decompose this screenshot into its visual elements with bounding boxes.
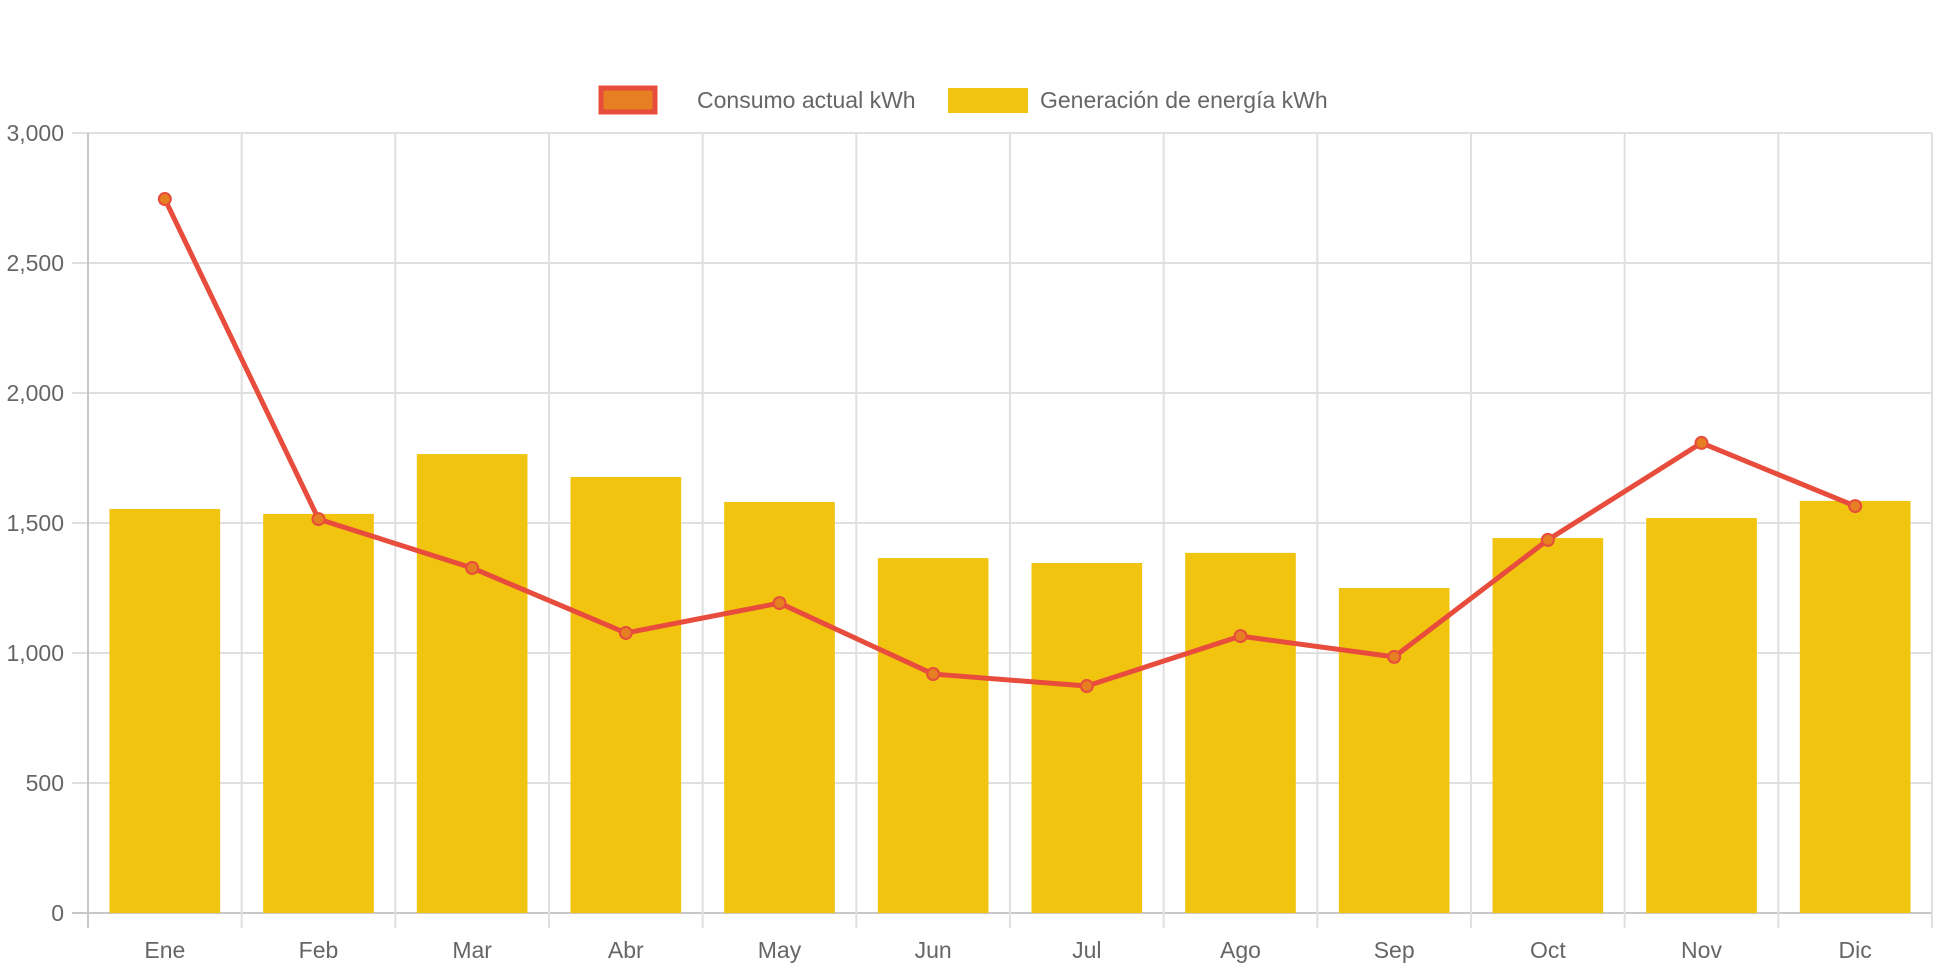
bar	[1799, 500, 1911, 913]
legend-label-generacion: Generación de energía kWh	[1040, 87, 1328, 113]
y-tick-label: 1,500	[6, 510, 64, 536]
bar	[263, 513, 374, 913]
x-tick-label: Jun	[915, 937, 952, 963]
line-point	[465, 560, 480, 575]
bar	[877, 558, 989, 913]
x-tick-label: Oct	[1530, 937, 1566, 963]
legend-item-consumo[interactable]: Consumo actual kWh	[598, 85, 916, 115]
line-point	[618, 625, 633, 640]
line-point	[1387, 649, 1402, 664]
legend: Consumo actual kWh Generación de energía…	[598, 85, 1328, 115]
bar-series-generacion	[109, 454, 1911, 913]
y-tick-label: 3,000	[6, 120, 64, 146]
x-tick-label: Ene	[144, 937, 185, 963]
line-point	[311, 512, 326, 527]
legend-swatch-consumo	[598, 85, 658, 115]
x-tick-label: Jul	[1072, 937, 1101, 963]
x-axis: Ene Feb Mar Abr May Jun Jul Ago Sep Oct Nov Dic	[144, 937, 1871, 963]
line-point	[157, 192, 172, 207]
bar	[570, 476, 682, 913]
x-tick-label: Dic	[1839, 937, 1872, 963]
bar	[1185, 552, 1296, 913]
line-point	[1540, 532, 1555, 547]
bar	[1031, 563, 1143, 913]
bar	[416, 454, 528, 913]
x-tick-label: Nov	[1681, 937, 1722, 963]
x-tick-label: Sep	[1374, 937, 1415, 963]
x-tick-label: May	[758, 937, 802, 963]
y-tick-label: 2,500	[6, 250, 64, 276]
line-path	[162, 197, 1857, 689]
bar	[1646, 518, 1757, 913]
line-point	[1233, 629, 1248, 644]
x-tick-label: Mar	[452, 937, 492, 963]
line-point	[1694, 435, 1709, 450]
y-tick-label: 0	[51, 900, 64, 926]
legend-label-consumo: Consumo actual kWh	[697, 87, 916, 113]
y-axis: 0 500 1,000 1,500 2,000 2,500 3,000	[6, 120, 64, 926]
bar	[109, 508, 221, 913]
grid	[72, 132, 1933, 928]
y-tick-label: 1,000	[6, 640, 64, 666]
bar	[724, 501, 835, 913]
line-series-consumo	[157, 192, 1863, 694]
y-tick-label: 500	[26, 770, 64, 796]
line-point	[1848, 499, 1863, 514]
line-point	[772, 596, 787, 611]
y-tick-label: 2,000	[6, 380, 64, 406]
legend-item-generacion[interactable]: Generación de energía kWh	[948, 87, 1328, 113]
x-tick-label: Feb	[299, 937, 339, 963]
line-point	[1079, 679, 1094, 694]
line-point	[926, 667, 941, 682]
legend-swatch-generacion	[948, 88, 1028, 113]
bar	[1492, 538, 1604, 913]
x-tick-label: Abr	[608, 937, 644, 963]
x-tick-label: Ago	[1220, 937, 1261, 963]
bar	[1338, 588, 1450, 913]
